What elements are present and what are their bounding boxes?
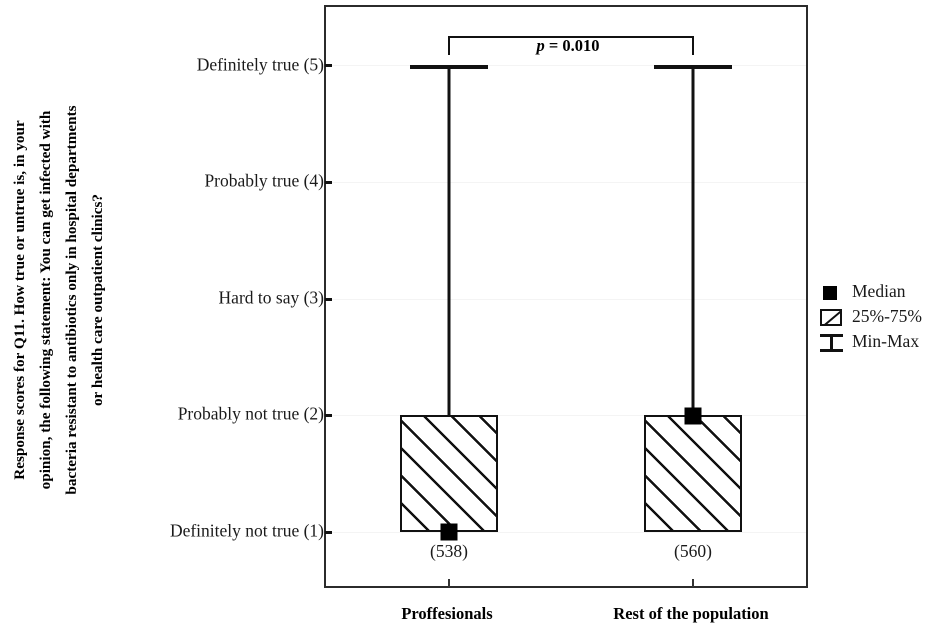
significance-bracket-bar [448, 36, 694, 38]
legend-item-iqr: 25%-75% [819, 304, 922, 329]
y-axis-title-line-3: bacteria resistant to antibiotics only i… [63, 105, 80, 495]
y-axis-title-line-4: or health care outpatient clinics? [89, 193, 106, 407]
x-category-label-rest-of-population: Rest of the population [613, 604, 769, 623]
whisker-cap-max-professionals [410, 65, 488, 69]
gridline-5 [326, 65, 806, 66]
gridline-1 [326, 532, 806, 533]
y-tick-label-1: Definitely not true (1) [169, 520, 324, 541]
x-tick-mark-rest-of-population [692, 579, 694, 587]
p-value-annotation: p = 0.010 [536, 36, 599, 56]
count-label-rest-of-population: (560) [674, 541, 712, 561]
gridline-4 [326, 182, 806, 183]
median-marker-rest-of-population [684, 407, 702, 425]
gridline-2 [326, 415, 806, 416]
y-tick-mark-1 [325, 531, 332, 534]
significance-bracket-right-tick [692, 36, 694, 55]
count-label-professionals: (538) [430, 541, 468, 561]
y-axis-title-line-1: Response scores for Q11. How true or unt… [11, 120, 28, 480]
whisker-rest-of-population [691, 67, 695, 416]
median-square-icon [819, 281, 845, 303]
y-tick-mark-3 [325, 298, 332, 301]
legend-label-median: Median [852, 281, 906, 301]
iqr-box-icon [819, 306, 845, 328]
y-tick-label-4: Probably true (4) [204, 170, 324, 191]
legend: Median 25%-75% Min-Max [819, 279, 922, 354]
y-axis-tick-labels: Definitely true (5) Probably true (4) Ha… [118, 0, 324, 628]
y-tick-mark-2 [325, 414, 332, 417]
minmax-whisker-icon [819, 331, 845, 353]
y-tick-mark-5 [325, 64, 332, 67]
legend-item-minmax: Min-Max [819, 329, 922, 354]
median-marker-professionals [440, 523, 458, 541]
x-category-label-professionals: Proffesionals [401, 604, 493, 623]
iqr-box-rest-of-population [644, 415, 742, 532]
p-symbol: p [536, 36, 545, 55]
y-tick-label-3: Hard to say (3) [218, 287, 324, 308]
legend-label-minmax: Min-Max [852, 331, 920, 351]
plot-area: (538) (560) [324, 5, 808, 588]
iqr-box-professionals [400, 415, 498, 532]
whisker-professionals [447, 67, 451, 416]
legend-label-iqr: 25%-75% [852, 306, 922, 326]
y-tick-mark-4 [325, 181, 332, 184]
x-tick-mark-professionals [448, 579, 450, 587]
p-value-text: = 0.010 [544, 36, 600, 55]
y-axis-title: Response scores for Q11. How true or unt… [0, 0, 118, 600]
y-tick-label-2: Probably not true (2) [177, 403, 324, 424]
legend-item-median: Median [819, 279, 922, 304]
y-tick-label-5: Definitely true (5) [196, 54, 324, 75]
y-axis-title-line-2: opinion, the following statement: You ca… [37, 110, 54, 490]
gridline-3 [326, 299, 806, 300]
whisker-cap-max-rest-of-population [654, 65, 732, 69]
significance-bracket-left-tick [448, 36, 450, 55]
